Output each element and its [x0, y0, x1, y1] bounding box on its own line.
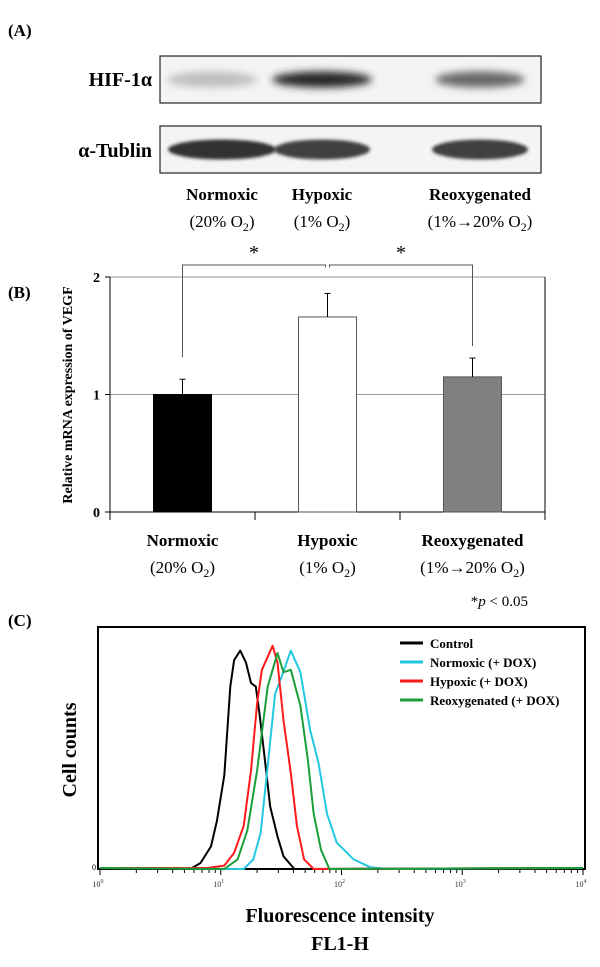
- blot-band: [432, 139, 528, 160]
- lane-label: Hypoxic: [292, 185, 353, 204]
- condition-sublabel: (20% O2): [190, 212, 255, 234]
- bar-normoxic: [153, 394, 212, 513]
- y-axis-label: Relative mRNA expression of VEGF: [61, 286, 76, 503]
- condition-sublabel: (1%→20% O2): [428, 212, 533, 234]
- x-axis-label-channel: FL1-H: [311, 933, 369, 955]
- western-blot: [159, 55, 542, 174]
- legend-label: Reoxygenated (+ DOX): [430, 693, 559, 708]
- panel-a-label: (A): [8, 21, 32, 40]
- legend-label: Control: [430, 636, 473, 651]
- category-label: Normoxic: [147, 531, 219, 550]
- x-tick-label: 100: [93, 879, 104, 889]
- legend: Control Normoxic (+ DOX) Hypoxic (+ DOX) Re…: [400, 636, 559, 708]
- blot-band: [274, 139, 370, 160]
- histogram-chart: 100 101 102 103 104 0 Control Normoxic (+ DOX) H…: [92, 626, 587, 889]
- x-tick-label: 101: [213, 879, 224, 889]
- bar-hypoxic: [298, 316, 357, 513]
- series-line-1: [99, 649, 584, 870]
- legend-label: Normoxic (+ DOX): [430, 655, 536, 670]
- blot-band: [168, 139, 276, 160]
- significance-mark: *: [396, 242, 406, 264]
- significance-mark: *: [249, 242, 259, 264]
- x-tick-label: 103: [455, 879, 466, 889]
- series-line-0: [99, 649, 584, 870]
- x-tick-label: 104: [576, 879, 587, 889]
- y-tick-label: 1: [93, 389, 100, 404]
- blot-row-0: [159, 55, 542, 104]
- blot-band: [167, 71, 257, 88]
- bar-chart: 0 1 2 Normoxic (20% O2) Hypoxic (1% O2) Reoxyge…: [93, 242, 546, 580]
- significance-bracket: [182, 264, 326, 358]
- x-tick-label: 102: [334, 879, 345, 889]
- legend-label: Hypoxic (+ DOX): [430, 674, 528, 689]
- x-axis-label: Fluorescence intensity: [245, 905, 434, 927]
- panel-c-label: (C): [8, 611, 32, 630]
- bar-reoxygenated: [443, 376, 502, 513]
- panel-b-label: (B): [8, 283, 31, 302]
- series-line-2: [100, 644, 584, 870]
- category-label: Reoxygenated: [422, 531, 525, 550]
- plot-frame: [97, 626, 586, 870]
- condition-sublabel: (1% O2): [299, 558, 355, 580]
- blot-band: [435, 71, 525, 88]
- y-axis-label-cell-counts: Cell counts: [59, 702, 81, 797]
- lane-labels: Normoxic (20% O2) Hypoxic (1% O2) Reoxygenat…: [186, 185, 532, 234]
- footnote: *p < 0.05: [471, 594, 528, 610]
- y-tick-label: 0: [92, 863, 96, 872]
- condition-sublabel: (1% O2): [294, 212, 350, 234]
- series-line-3: [99, 652, 584, 870]
- condition-sublabel: (1%→20% O2): [420, 558, 525, 580]
- blot-row-label-tubulin: α-Tublin: [78, 140, 152, 162]
- blot-row-label-hif: HIF-1α: [89, 69, 152, 91]
- lane-label: Normoxic: [186, 185, 258, 204]
- category-label: Hypoxic: [297, 531, 358, 550]
- y-tick-label: 2: [93, 271, 100, 286]
- lane-label: Reoxygenated: [429, 185, 532, 204]
- condition-sublabel: (20% O2): [150, 558, 215, 580]
- blot-band: [272, 71, 372, 88]
- significance-bracket: [329, 264, 473, 347]
- blot-row-1: [159, 125, 542, 174]
- y-tick-label: 0: [93, 506, 100, 521]
